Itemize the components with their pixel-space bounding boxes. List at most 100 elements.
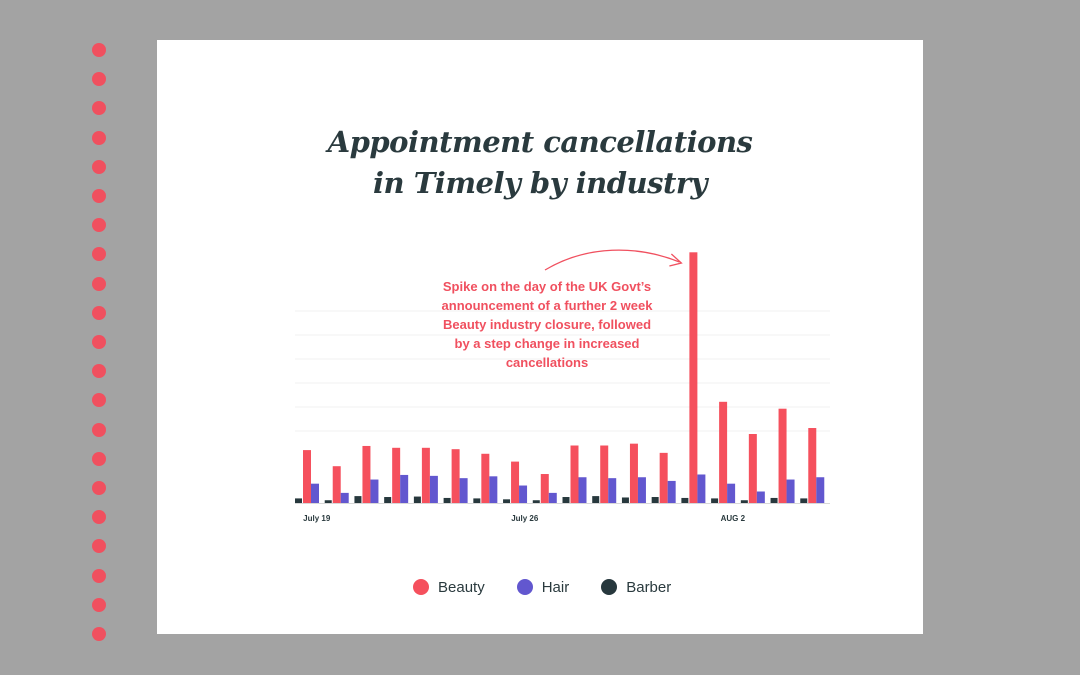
bar-hair xyxy=(727,483,736,503)
bar-chart: July 19 July 26 AUG 2 xyxy=(295,249,830,523)
bar-barber xyxy=(473,498,481,503)
bar-hair xyxy=(697,474,706,503)
decorative-dot xyxy=(92,481,106,495)
x-tick-label: AUG 2 xyxy=(721,514,746,523)
bar-hair xyxy=(548,492,557,503)
bar-barber xyxy=(532,500,540,503)
bar-barber xyxy=(651,497,659,503)
bar-hair xyxy=(667,480,676,503)
bar-barber xyxy=(384,497,392,503)
decorative-dot xyxy=(92,422,106,437)
bar-barber xyxy=(354,496,362,503)
legend-swatch-hair xyxy=(516,579,533,595)
decorative-dot xyxy=(92,597,106,612)
bar-barber xyxy=(740,500,748,503)
legend-swatch-barber xyxy=(601,579,618,595)
x-tick-label: July 26 xyxy=(511,514,539,523)
decorative-dot xyxy=(92,189,106,203)
bar-beauty xyxy=(808,428,817,503)
decorative-dot xyxy=(92,627,106,641)
bar-beauty xyxy=(540,474,549,503)
bar-hair xyxy=(489,476,498,503)
bar-hair xyxy=(370,479,379,503)
bar-hair xyxy=(311,483,319,503)
annotation-line-4: by a step change in increased xyxy=(454,336,640,351)
bar-barber xyxy=(621,497,629,503)
bar-hair xyxy=(429,475,438,503)
bar-beauty xyxy=(600,445,609,503)
decorative-dot xyxy=(92,451,106,466)
bar-hair xyxy=(519,485,528,503)
decorative-dot xyxy=(92,218,106,233)
bar-hair xyxy=(340,492,349,503)
decorative-dot xyxy=(92,364,106,379)
bar-beauty xyxy=(421,447,430,503)
x-tick-label: July 19 xyxy=(303,514,331,523)
bar-barber xyxy=(295,498,302,503)
bar-barber xyxy=(324,500,332,503)
bar-barber xyxy=(592,496,600,503)
bar-beauty xyxy=(481,453,490,503)
bar-hair xyxy=(578,477,587,503)
bar-beauty xyxy=(689,252,698,503)
bar-beauty xyxy=(659,452,668,503)
legend-label-beauty: Beauty xyxy=(438,578,485,596)
legend-item-hair: Hair xyxy=(516,578,570,596)
bar-hair xyxy=(400,474,409,503)
decorative-dot xyxy=(92,247,106,262)
chart-legend: Beauty Hair Barber xyxy=(413,576,703,598)
bar-beauty xyxy=(332,466,341,503)
decorative-dot xyxy=(92,159,106,174)
chart-title: Appointment cancellations in Timely by i… xyxy=(157,122,923,204)
bar-barber xyxy=(503,499,511,503)
decorative-dot xyxy=(92,101,106,116)
bar-barber xyxy=(562,497,570,503)
bar-hair xyxy=(637,477,646,503)
bar-beauty xyxy=(629,443,638,503)
decorative-dot xyxy=(92,335,106,349)
spike-annotation: Spike on the day of the UK Govt’s announ… xyxy=(407,277,687,372)
bar-barber xyxy=(681,497,689,503)
decorative-dot xyxy=(92,568,106,583)
decorative-dot-column xyxy=(92,43,108,643)
legend-item-barber: Barber xyxy=(601,579,671,596)
chart-card: Appointment cancellations in Timely by i… xyxy=(157,40,923,634)
bar-beauty xyxy=(511,461,520,503)
decorative-dot xyxy=(92,393,106,408)
annotation-line-1: Spike on the day of the UK Govt’s xyxy=(442,279,652,294)
annotation-line-3: Beauty industry closure, followed xyxy=(442,317,652,332)
decorative-dot xyxy=(92,130,106,145)
bar-barber xyxy=(443,497,451,503)
decorative-dot xyxy=(92,305,106,320)
legend-label-barber: Barber xyxy=(626,578,672,596)
bar-barber xyxy=(711,498,719,503)
bar-hair xyxy=(459,478,468,503)
bar-hair xyxy=(756,491,765,503)
bar-beauty xyxy=(362,445,371,503)
decorative-dot xyxy=(92,276,106,291)
bar-beauty xyxy=(303,450,311,503)
decorative-dot xyxy=(92,510,106,525)
bar-hair xyxy=(816,477,825,503)
decorative-dot xyxy=(92,72,106,87)
annotation-line-5: cancellations xyxy=(505,355,589,370)
chart-title-line-1: Appointment cancellations xyxy=(327,125,753,159)
bar-beauty xyxy=(570,445,579,503)
bar-hair xyxy=(786,479,795,503)
legend-label-hair: Hair xyxy=(541,578,570,596)
legend-item-beauty: Beauty xyxy=(413,579,485,596)
bar-barber xyxy=(770,497,778,503)
chart-title-line-2: in Timely by industry xyxy=(373,166,707,200)
bar-beauty xyxy=(748,434,757,503)
bar-hair xyxy=(608,478,617,503)
decorative-dot xyxy=(92,539,106,554)
bar-barber xyxy=(413,496,421,503)
bar-beauty xyxy=(451,449,460,503)
annotation-line-2: announcement of a further 2 week xyxy=(441,298,653,313)
legend-swatch-beauty xyxy=(413,579,429,595)
bar-beauty xyxy=(719,401,728,503)
bar-barber xyxy=(800,498,808,503)
bar-beauty xyxy=(778,408,787,503)
annotation-arrow xyxy=(544,249,680,271)
bar-beauty xyxy=(392,447,401,503)
